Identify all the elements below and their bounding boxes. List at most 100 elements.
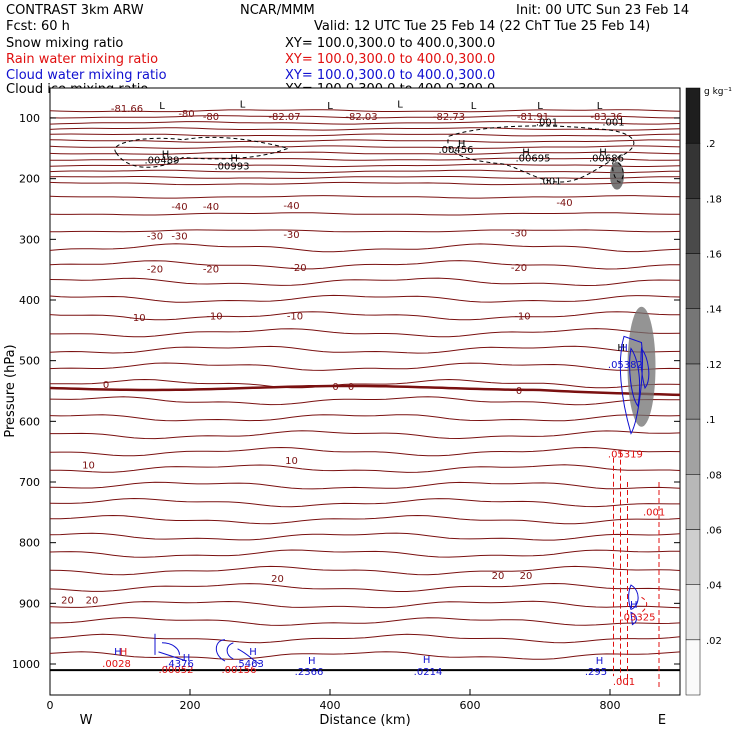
high-marker: H (458, 139, 466, 150)
snow-shade-upper (610, 161, 624, 190)
snow-label: L (597, 101, 603, 112)
y-tick-label: 900 (19, 597, 40, 610)
temperature-contour (49, 294, 681, 303)
colorbar-label: .02 (706, 636, 722, 647)
cloud-water-contour (640, 347, 650, 390)
temperature-label: -40 (171, 202, 187, 213)
temperature-label: -30 (171, 231, 187, 242)
temperature-label: 0 (103, 380, 109, 391)
temperature-contour (49, 212, 680, 216)
x-tick-label: 800 (600, 699, 621, 712)
temperature-label: 0 (348, 382, 354, 393)
temperature-label: 20 (520, 571, 533, 582)
high-marker: H (120, 647, 128, 658)
cloud-water-contour (628, 584, 639, 611)
temperature-label: 20 (61, 595, 74, 606)
temperature-contour (49, 362, 681, 371)
temperature-contour (49, 243, 681, 253)
cloud-water-contour (237, 648, 261, 665)
temperature-contour (50, 328, 681, 338)
header-forecast: Fcst: 60 h (6, 19, 70, 34)
y-tick-label: 700 (19, 476, 40, 489)
colorbar-step (685, 584, 701, 641)
colorbar-step (685, 363, 701, 420)
temperature-label: -40 (556, 198, 572, 209)
header-model: CONTRAST 3km ARW (6, 3, 144, 18)
ice-label: .00993 (215, 162, 250, 173)
temperature-label: -80 (203, 112, 219, 123)
temperature-contour (49, 497, 680, 508)
rain-label: .00052 (159, 665, 194, 676)
temperature-contour (49, 229, 681, 233)
field-cloud-xy: XY= 100.0,300.0 to 400.0,300.0 (285, 68, 495, 83)
temperature-contour (50, 157, 681, 161)
temperature-label: -82.03 (345, 112, 377, 123)
colorbar-label: .08 (706, 470, 722, 481)
temperature-contour (49, 260, 680, 270)
high-marker: H (162, 149, 170, 160)
temperature-label: -20 (511, 263, 527, 274)
temperature-contour (50, 430, 681, 440)
snow-label: L (397, 100, 403, 111)
cloud-water-contour (619, 335, 643, 435)
temperature-label: 20 (492, 571, 505, 582)
high-marker: H (308, 656, 316, 667)
temperature-label: -81.91 (517, 112, 549, 123)
cloud-label: .05382 (608, 360, 643, 371)
rain-contour (641, 596, 648, 613)
snow-label: .001 (536, 117, 558, 128)
temperature-contour (50, 617, 681, 626)
high-marker: H (249, 647, 257, 658)
high-marker: H (114, 647, 122, 658)
temperature-contour (49, 181, 681, 186)
snow-label: .001 (602, 117, 624, 128)
contour-labels: -81.66 -80 -80 -82.07 -82.03 -82.73 -81.91 -83.… (61, 100, 665, 689)
temperature-contour (49, 127, 681, 131)
temperature-contour (49, 169, 681, 174)
temperature-label: -20 (203, 265, 219, 276)
cloud-water-contour (154, 633, 187, 662)
rain-label: .05319 (608, 450, 643, 461)
temperature-label: -30 (511, 228, 527, 239)
colorbar: .2 .18 .16 .14 .12 .1 .08 .06 .04 .02 (685, 87, 722, 696)
snow-label: L (240, 100, 246, 111)
temperature-label: 20 (271, 574, 284, 585)
temperature-label: -10 (514, 311, 530, 322)
colorbar-step (685, 474, 701, 530)
temperature-label: -40 (283, 201, 299, 212)
rain-label: .001 (613, 677, 635, 688)
temperature-contour (50, 464, 681, 473)
cloud-label: .295 (585, 667, 607, 678)
header-init: Init: 00 UTC Sun 23 Feb 14 (516, 3, 689, 18)
temperature-contour (49, 163, 681, 168)
west-endpoint: W (80, 713, 93, 728)
zero-degree-contour (49, 384, 681, 397)
field-cloud-name: Cloud water mixing ratio (6, 68, 167, 83)
ice-label: .00686 (589, 154, 624, 165)
y-tick-label: 500 (19, 355, 40, 368)
temperature-label: -20 (147, 265, 163, 276)
temperature-label: -30 (147, 231, 163, 242)
y-tick-label: 100 (19, 112, 40, 125)
temperature-contour (49, 311, 680, 321)
colorbar-label: .16 (706, 250, 722, 261)
temperature-label: -82.73 (433, 112, 465, 123)
snow-label: L (537, 101, 543, 112)
temperature-contour (49, 176, 681, 180)
rain-label: .03325 (621, 612, 656, 623)
high-marker: H (630, 600, 638, 611)
colorbar-step (685, 418, 701, 475)
temperature-label: -81.66 (111, 104, 143, 115)
temperature-label: -10 (287, 311, 303, 322)
snow-contour (114, 136, 290, 168)
high-marker: H (599, 148, 607, 159)
colorbar-label: .2 (706, 139, 716, 150)
rain-label: .00156 (222, 665, 257, 676)
temperature-contour (49, 121, 681, 125)
temperature-contour (49, 345, 681, 354)
snow-contour (447, 125, 635, 183)
colorbar-step (685, 308, 701, 365)
colorbar-label: .06 (706, 526, 722, 537)
temperature-label: 0 (516, 386, 522, 397)
colorbar-step (685, 529, 701, 585)
